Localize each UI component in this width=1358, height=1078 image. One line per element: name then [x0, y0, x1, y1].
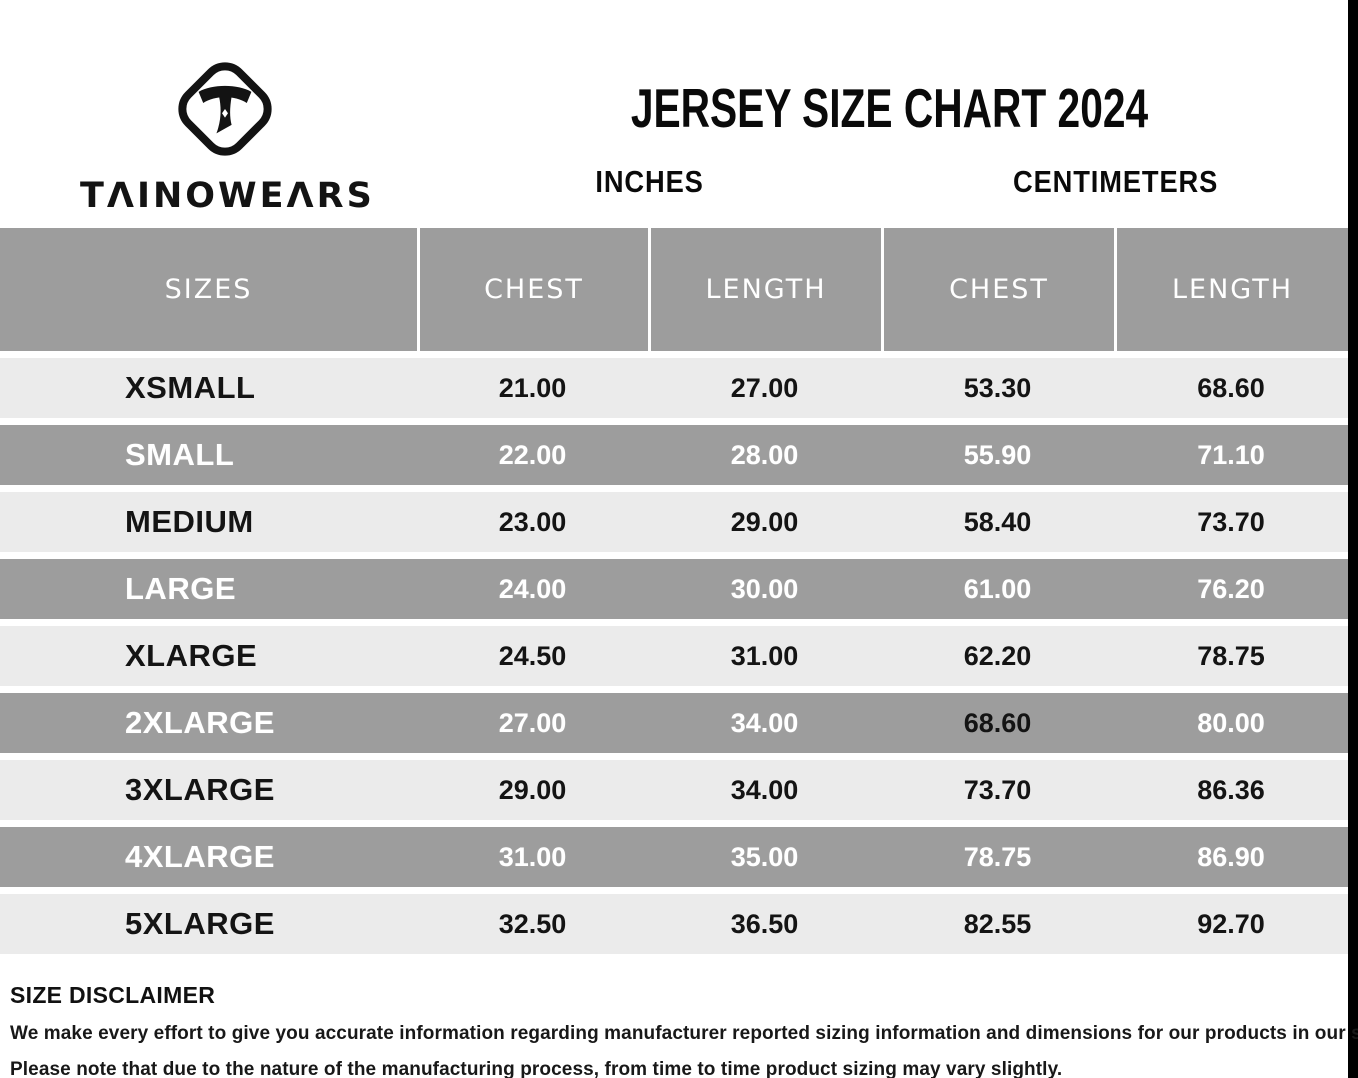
size-cell: 4XLARGE — [125, 839, 275, 874]
size-cell: LARGE — [125, 571, 236, 606]
length-cm-cell: 71.10 — [1197, 439, 1265, 470]
logo-diamond-wrap — [80, 50, 370, 168]
chest-cm-cell: 73.70 — [963, 774, 1032, 805]
size-cell: 3XLARGE — [125, 772, 275, 807]
chest-in-cell: 23.00 — [498, 506, 567, 537]
centimeters-label: CENTIMETERS — [1012, 164, 1219, 199]
page-title: JERSEY SIZE CHART 2024 — [630, 77, 1149, 139]
length-cm-cell: 78.75 — [1197, 640, 1265, 671]
table-row: 4XLARGE 31.00 35.00 78.75 86.90 — [0, 827, 1348, 887]
chest-in-cell: 22.00 — [498, 439, 567, 470]
chest-cm-cell: 62.20 — [963, 640, 1032, 671]
length-in-cell: 28.00 — [730, 439, 799, 470]
chest-cm-cell: 55.90 — [963, 439, 1032, 470]
length-cm-cell: 86.90 — [1197, 841, 1265, 872]
right-edge-bar — [1348, 0, 1358, 1078]
length-in-cell: 31.00 — [730, 640, 799, 671]
brand-wordmark: TΛINOWEΛRS — [80, 176, 375, 216]
table-row: SMALL 22.00 28.00 55.90 71.10 — [0, 425, 1348, 485]
table-row: LARGE 24.00 30.00 61.00 76.20 — [0, 559, 1348, 619]
table-row: 3XLARGE 29.00 34.00 73.70 86.36 — [0, 760, 1348, 820]
disclaimer-section: SIZE DISCLAIMER We make every effort to … — [10, 982, 1358, 1078]
logo-t-monogram-icon — [198, 85, 252, 134]
length-cm-cell: 86.36 — [1197, 774, 1265, 805]
disclaimer-line-2: Please note that due to the nature of th… — [10, 1059, 1063, 1078]
length-in-cell: 29.00 — [730, 506, 799, 537]
length-in-cell: 34.00 — [730, 707, 799, 738]
chest-in-cell: 27.00 — [498, 707, 567, 738]
chest-cm-cell: 78.75 — [963, 841, 1032, 872]
table-row: XLARGE 24.50 31.00 62.20 78.75 — [0, 626, 1348, 686]
disclaimer-line-1: We make every effort to give you accurat… — [10, 1023, 1358, 1044]
size-table: SIZES CHEST LENGTH CHEST LENGTH XSMALL 2… — [0, 228, 1348, 954]
col-header-sizes: SIZES — [0, 228, 417, 351]
col-header-length-cm: LENGTH — [1114, 228, 1348, 351]
col-header-chest-cm: CHEST — [881, 228, 1114, 351]
size-cell: 2XLARGE — [125, 705, 275, 740]
length-cm-cell: 68.60 — [1197, 372, 1265, 403]
col-header-chest-in: CHEST — [417, 228, 648, 351]
length-in-cell: 34.00 — [730, 774, 799, 805]
chest-cm-cell: 53.30 — [963, 372, 1032, 403]
table-row: MEDIUM 23.00 29.00 58.40 73.70 — [0, 492, 1348, 552]
size-cell: SMALL — [125, 437, 235, 472]
chest-cm-cell: 61.00 — [963, 573, 1032, 604]
size-cell: XLARGE — [125, 638, 258, 673]
diamond-outline-icon — [168, 52, 282, 166]
size-cell: MEDIUM — [125, 504, 254, 539]
length-in-cell: 30.00 — [730, 573, 799, 604]
chest-in-cell: 29.00 — [498, 774, 567, 805]
chest-in-cell: 24.50 — [498, 640, 567, 671]
disclaimer-title: SIZE DISCLAIMER — [10, 982, 216, 1008]
table-row: 2XLARGE 27.00 34.00 68.60 80.00 — [0, 693, 1348, 753]
table-row: 5XLARGE 32.50 36.50 82.55 92.70 — [0, 894, 1348, 954]
col-header-length-in: LENGTH — [648, 228, 881, 351]
length-cm-cell: 73.70 — [1197, 506, 1265, 537]
chest-in-cell: 32.50 — [498, 908, 567, 939]
inches-label: INCHES — [595, 164, 705, 199]
length-in-cell: 36.50 — [730, 908, 799, 939]
length-cm-cell: 80.00 — [1197, 707, 1265, 738]
chest-cm-cell: 68.60 — [963, 707, 1032, 738]
brand-logo: TΛINOWEΛRS — [80, 50, 375, 216]
size-cell: 5XLARGE — [125, 906, 275, 941]
length-cm-cell: 76.20 — [1197, 573, 1265, 604]
chest-cm-cell: 82.55 — [963, 908, 1032, 939]
length-in-cell: 35.00 — [730, 841, 799, 872]
table-header-row: SIZES CHEST LENGTH CHEST LENGTH — [0, 228, 1348, 351]
chest-cm-cell: 58.40 — [963, 506, 1032, 537]
chest-in-cell: 24.00 — [498, 573, 567, 604]
length-cm-cell: 92.70 — [1197, 908, 1265, 939]
table-row: XSMALL 21.00 27.00 53.30 68.60 — [0, 358, 1348, 418]
size-cell: XSMALL — [125, 370, 256, 405]
length-in-cell: 27.00 — [730, 372, 799, 403]
chest-in-cell: 31.00 — [498, 841, 567, 872]
chest-in-cell: 21.00 — [498, 372, 567, 403]
